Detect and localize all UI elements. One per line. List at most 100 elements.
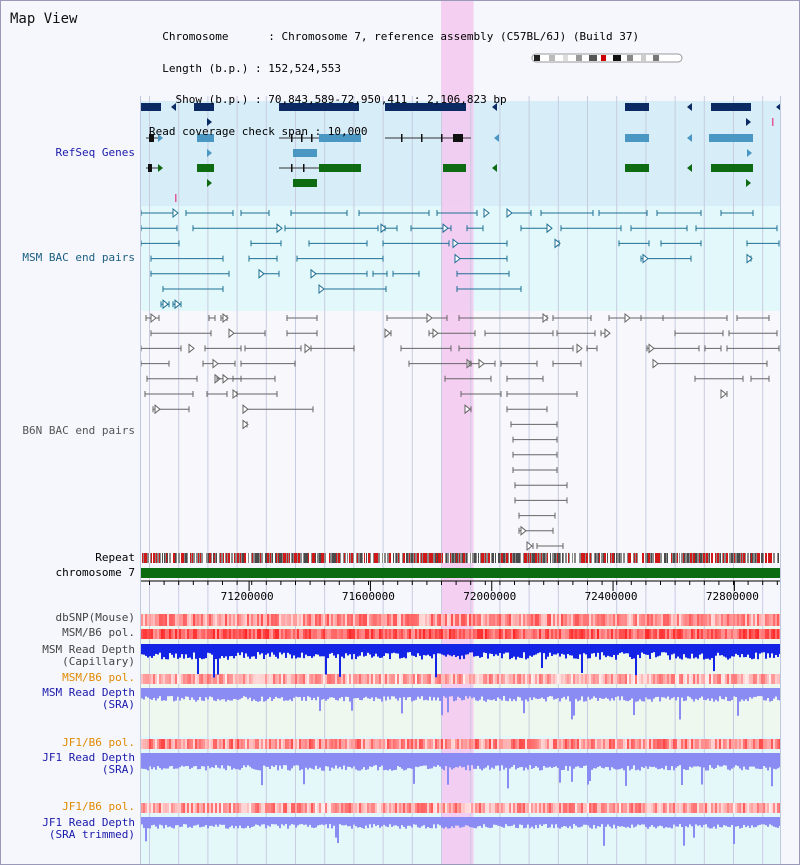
heat-cell (367, 614, 369, 626)
track-label-b6n-bac-end-pairs[interactable]: B6N BAC end pairs (22, 424, 135, 437)
heat-cell (657, 674, 659, 684)
heat-cell (631, 674, 633, 684)
heat-cell (411, 674, 413, 684)
depth-bar (153, 817, 155, 825)
repeat-element (510, 553, 512, 563)
heat-cell (765, 803, 767, 813)
depth-bar (497, 753, 499, 766)
track-label-jf1-b6-pol-1[interactable]: JF1/B6 pol. (62, 736, 135, 749)
repeat-element (419, 553, 420, 563)
depth-bar (413, 753, 415, 784)
depth-bar (543, 644, 545, 654)
depth-bar (417, 817, 419, 828)
heat-cell (233, 629, 235, 639)
heat-cell (493, 629, 495, 639)
heat-cell (619, 739, 621, 749)
heat-cell (737, 629, 739, 639)
depth-bar (245, 644, 247, 654)
heat-cell (207, 629, 209, 639)
heat-cell (379, 629, 381, 639)
heat-cell (491, 803, 493, 813)
track-label-jf1-read-depth-sra-trimmed[interactable]: JF1 Read Depth (SRA trimmed) (42, 817, 135, 841)
track-label-msm-bac-end-pairs[interactable]: MSM BAC end pairs (22, 251, 135, 264)
depth-bar (683, 688, 685, 702)
depth-bar (343, 753, 345, 766)
heat-cell (407, 803, 409, 813)
depth-bar (361, 753, 363, 770)
heat-cell (599, 739, 601, 749)
heat-cell (317, 614, 319, 626)
depth-bar (333, 688, 335, 698)
depth-bar (637, 644, 639, 655)
depth-bar (143, 753, 145, 769)
depth-bar (579, 753, 581, 768)
heat-cell (167, 629, 169, 639)
repeat-element (242, 553, 244, 563)
depth-bar (759, 644, 761, 654)
heat-cell (541, 803, 543, 813)
heat-cell (263, 629, 265, 639)
track-label-msm-b6-pol-2[interactable]: MSM/B6 pol. (62, 671, 135, 684)
depth-bar (251, 644, 253, 657)
depth-bar (545, 753, 547, 768)
heat-cell (447, 803, 449, 813)
heat-cell (739, 629, 741, 639)
heat-cell (277, 803, 279, 813)
depth-bar (237, 753, 239, 770)
depth-bar (771, 644, 773, 654)
track-label-msm-read-depth-capillary[interactable]: MSM Read Depth (Capillary) (42, 644, 135, 668)
repeat-element (267, 553, 269, 563)
heat-cell (543, 803, 545, 813)
depth-bar (619, 753, 621, 770)
depth-bar (185, 688, 187, 697)
track-label-refseq-genes[interactable]: RefSeq Genes (55, 146, 135, 159)
heat-cell (235, 674, 237, 684)
heat-cell (777, 803, 779, 813)
depth-bar (605, 817, 607, 827)
track-label-dbsnp[interactable]: dbSNP(Mouse) (55, 611, 135, 624)
track-label-jf1-b6-pol-2[interactable]: JF1/B6 pol. (62, 800, 135, 813)
depth-bar (315, 644, 317, 655)
heat-cell (633, 739, 635, 749)
heat-cell (597, 614, 599, 626)
track-label-chromosome[interactable]: chromosome 7 (55, 566, 135, 579)
heat-cell (661, 739, 663, 749)
heat-cell (595, 629, 597, 639)
depth-bar (231, 753, 233, 770)
heat-cell (187, 674, 189, 684)
heat-cell (393, 614, 395, 626)
track-label-msm-read-depth-sra[interactable]: MSM Read Depth (SRA) (42, 687, 135, 711)
depth-bar (145, 644, 147, 656)
heat-cell (675, 674, 677, 684)
heat-cell (363, 803, 365, 813)
heat-cell (219, 629, 221, 639)
heat-cell (191, 739, 193, 749)
depth-bar (491, 753, 493, 768)
depth-bar (391, 688, 393, 697)
depth-bar (383, 688, 385, 697)
heat-cell (745, 674, 747, 684)
heat-cell (297, 739, 299, 749)
depth-bar (761, 817, 763, 825)
heat-cell (559, 674, 561, 684)
repeat-element (352, 553, 353, 563)
track-label-jf1-read-depth-sra[interactable]: JF1 Read Depth (SRA) (42, 752, 135, 776)
heat-cell (753, 803, 755, 813)
repeat-element (521, 553, 523, 563)
depth-bar (307, 688, 309, 697)
heat-cell (339, 739, 341, 749)
depth-bar (695, 753, 697, 767)
heat-cell (527, 674, 529, 684)
depth-bar (347, 817, 349, 827)
depth-bar (645, 688, 647, 698)
heat-cell (363, 614, 365, 626)
track-label-repeat[interactable]: Repeat (95, 551, 135, 564)
heat-cell (505, 614, 507, 626)
depth-bar (325, 817, 327, 825)
depth-bar (395, 688, 397, 699)
heat-cell (419, 674, 421, 684)
track-label-msm-b6-pol-1[interactable]: MSM/B6 pol. (62, 626, 135, 639)
heat-cell (463, 739, 465, 749)
heat-cell (325, 739, 327, 749)
